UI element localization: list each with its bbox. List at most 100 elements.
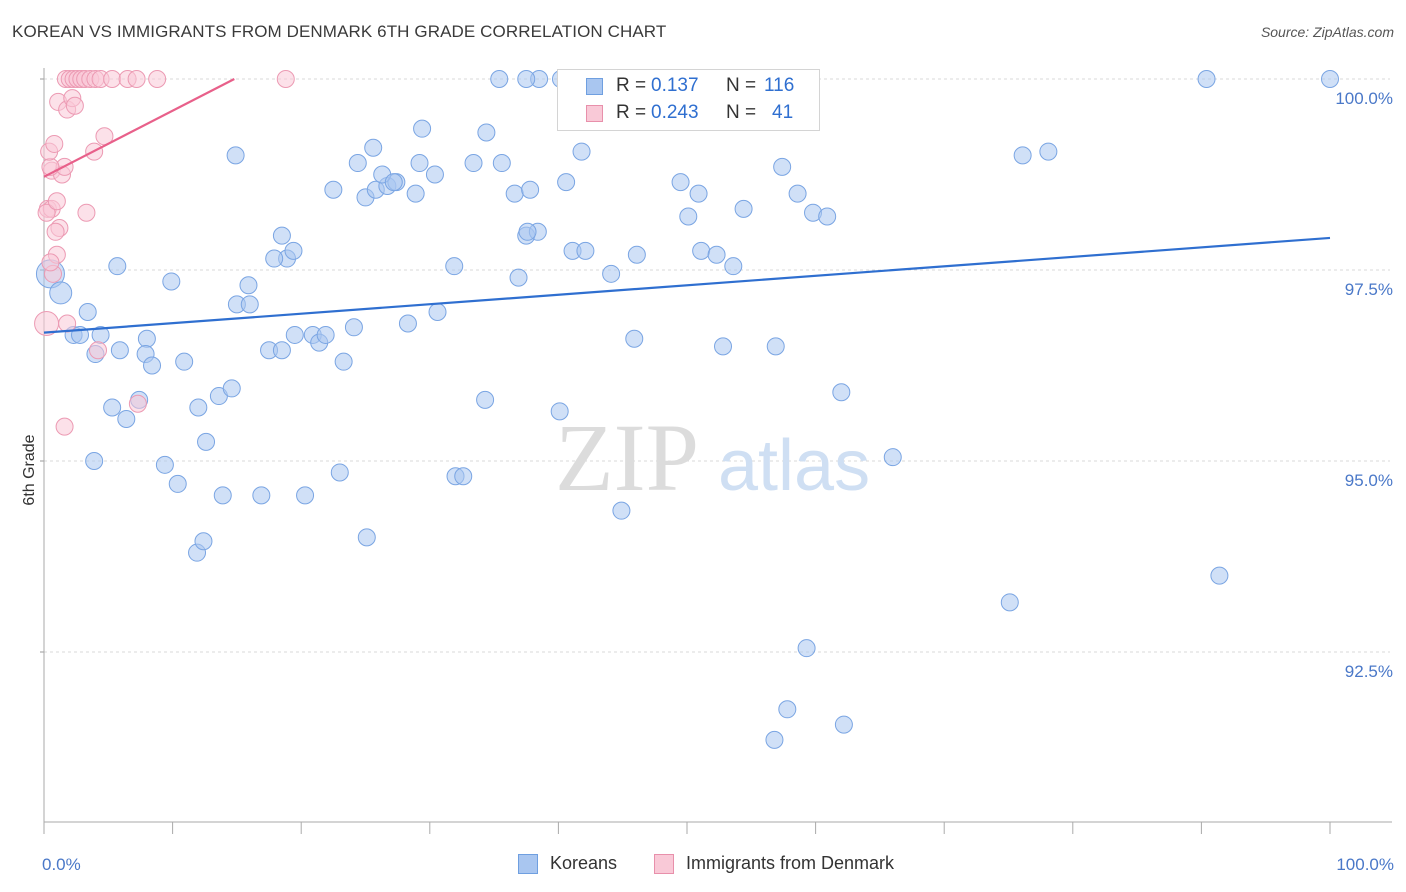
korean-point	[509, 268, 528, 287]
korean-point	[252, 486, 271, 505]
legend-row-denmark: R = 0.243 N = 41	[558, 101, 819, 127]
korean-point	[428, 303, 447, 322]
korean-point	[316, 325, 335, 344]
korean-point	[476, 390, 495, 409]
korean-point	[155, 455, 174, 474]
watermark-zip: ZIP	[555, 404, 699, 511]
korean-point	[818, 207, 837, 226]
korean-point	[714, 337, 733, 356]
series-koreans-points	[35, 70, 1339, 749]
denmark-point	[37, 203, 56, 222]
korean-point	[765, 730, 784, 749]
korean-point	[85, 452, 104, 470]
korean-point	[671, 173, 690, 192]
korean-point	[222, 379, 241, 398]
korean-point	[162, 272, 181, 291]
korean-point	[490, 70, 509, 88]
korean-point	[324, 180, 343, 199]
korean-point	[49, 281, 73, 305]
korean-point	[364, 138, 383, 157]
korean-point	[1013, 146, 1032, 165]
korean-point	[384, 173, 403, 192]
korean-point	[689, 184, 708, 203]
korean-point	[348, 154, 367, 173]
korean-point	[834, 715, 853, 734]
korean-point	[521, 180, 540, 199]
korean-point	[612, 501, 631, 520]
denmark-point	[127, 70, 146, 88]
korean-point	[272, 341, 291, 360]
legend-r-value: 0.243	[651, 102, 699, 123]
legend-swatch-denmark	[586, 105, 603, 122]
korean-point	[788, 184, 807, 203]
denmark-point	[45, 134, 64, 153]
korean-point	[797, 639, 816, 658]
denmark-point	[65, 96, 84, 115]
legend-row-koreans: R = 0.137 N = 116	[558, 74, 819, 100]
korean-point	[194, 532, 213, 551]
denmark-point	[276, 70, 295, 88]
korean-point	[398, 314, 417, 333]
korean-point	[734, 199, 753, 218]
legend-n-label: N =	[726, 102, 757, 123]
trend-line-denmark	[43, 78, 235, 178]
legend-swatch-denmark	[654, 854, 674, 874]
axes	[40, 68, 1392, 834]
korean-point	[240, 295, 259, 314]
korean-point	[576, 241, 595, 260]
legend-label-koreans: Koreans	[550, 853, 618, 873]
korean-point	[108, 257, 127, 276]
legend-swatch-koreans	[518, 854, 538, 874]
korean-point	[778, 700, 797, 719]
chart-title: KOREAN VS IMMIGRANTS FROM DENMARK 6TH GR…	[12, 22, 667, 41]
korean-point	[265, 249, 284, 268]
korean-point	[550, 402, 569, 421]
korean-point	[110, 341, 129, 360]
denmark-point	[148, 70, 167, 88]
korean-point	[168, 474, 187, 493]
korean-point	[137, 329, 156, 348]
legend-n-value: 116	[764, 75, 795, 96]
korean-point	[692, 241, 711, 260]
legend-r-label: R =	[616, 75, 647, 96]
series-legend: Koreans Immigrants from Denmark	[0, 852, 1406, 878]
y-tick-label: 92.5%	[1345, 662, 1393, 681]
korean-point	[773, 157, 792, 176]
korean-point	[226, 146, 245, 165]
legend-n-label: N =	[726, 75, 757, 96]
korean-point	[103, 398, 122, 417]
korean-point	[78, 303, 97, 322]
y-tick-label: 97.5%	[1345, 280, 1393, 299]
denmark-point	[55, 417, 74, 436]
korean-point	[285, 325, 304, 344]
korean-point	[1321, 70, 1339, 88]
korean-point	[1210, 566, 1229, 585]
korean-point	[175, 352, 194, 371]
denmark-point	[46, 222, 65, 241]
korean-point	[413, 119, 432, 138]
legend-swatch-koreans	[586, 78, 603, 95]
korean-point	[344, 318, 363, 337]
denmark-point	[77, 203, 96, 222]
y-tick-label: 95.0%	[1345, 471, 1393, 490]
korean-point	[445, 257, 464, 276]
korean-point	[334, 352, 353, 371]
korean-point	[766, 337, 785, 356]
stats-legend: R = 0.137 N = 116 R = 0.243 N = 41	[557, 69, 820, 131]
y-tick-labels: 100.0% 97.5% 95.0% 92.5%	[1335, 89, 1393, 681]
trend-lines	[43, 78, 1331, 334]
korean-point	[213, 486, 232, 505]
korean-point	[492, 154, 511, 173]
korean-point	[406, 184, 425, 203]
korean-point	[832, 383, 851, 402]
source-credit: Source: ZipAtlas.com	[1260, 24, 1394, 40]
watermark-atlas: atlas	[718, 426, 870, 506]
korean-point	[557, 173, 576, 192]
korean-point	[464, 154, 483, 173]
y-tick-label: 100.0%	[1335, 89, 1393, 108]
korean-point	[357, 528, 376, 547]
denmark-point	[103, 70, 122, 88]
denmark-point	[128, 394, 147, 413]
series-denmark-points	[34, 70, 295, 436]
